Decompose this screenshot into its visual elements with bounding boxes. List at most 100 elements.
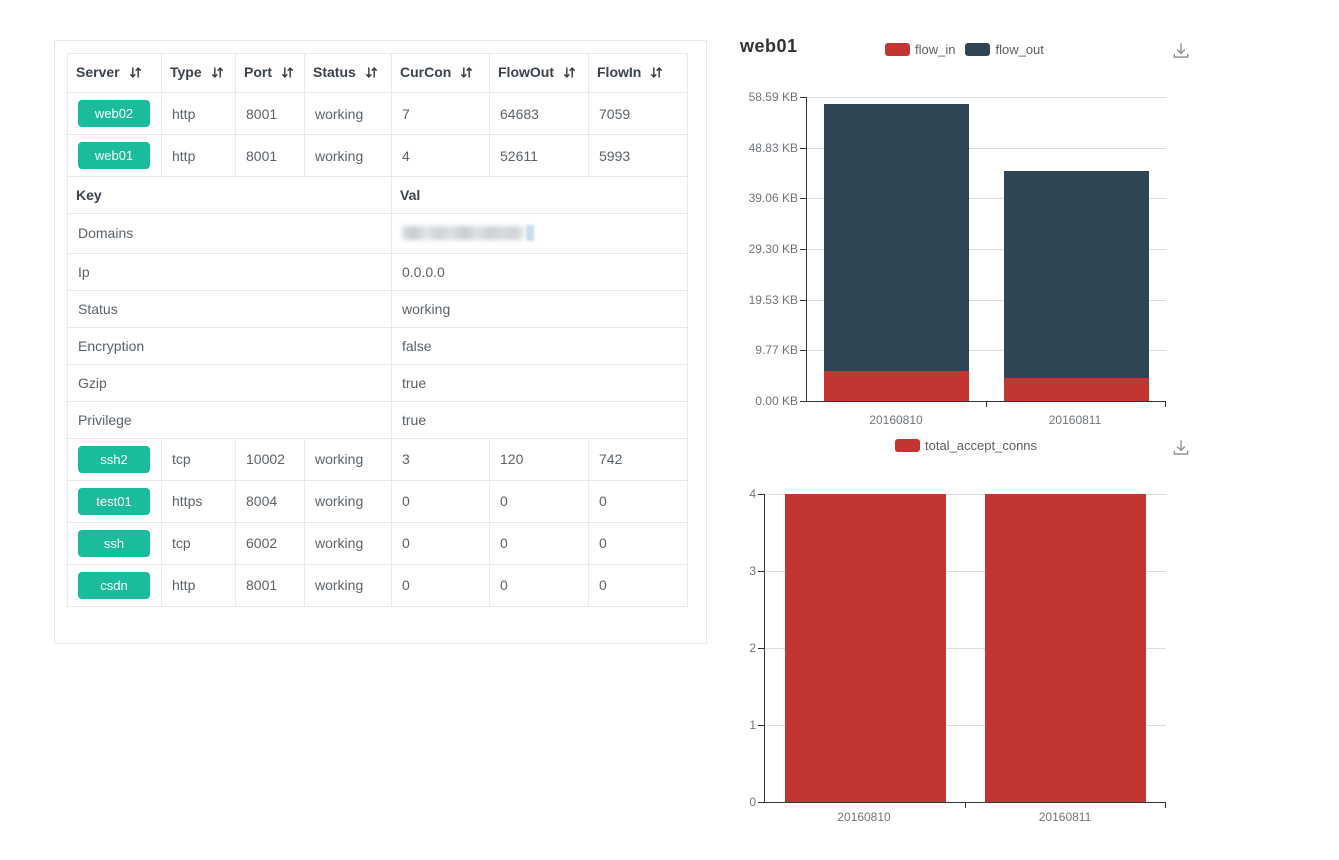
column-header-label: Type: [170, 64, 202, 80]
detail-key: Domains: [67, 213, 392, 254]
y-axis-tick: [758, 802, 764, 803]
server-cell: test01: [67, 479, 162, 523]
detail-val: [391, 213, 688, 254]
plot-area: [800, 97, 1166, 407]
chart-legend: total_accept_conns: [895, 438, 1037, 453]
column-header-server[interactable]: Server: [67, 53, 162, 93]
download-icon[interactable]: [1170, 40, 1192, 62]
legend-swatch: [895, 439, 920, 452]
detail-val-header: Val: [391, 176, 688, 214]
table-row: csdn http 8001 working 0 0 0: [67, 563, 688, 607]
column-header-label: Port: [244, 64, 272, 80]
x-axis-tick: [965, 803, 966, 808]
gridline: [765, 725, 1166, 726]
sort-icon: [129, 66, 142, 82]
status-cell: working: [304, 479, 392, 523]
column-header-label: Status: [313, 64, 356, 80]
y-axis-tick: [758, 725, 764, 726]
y-axis-tick: [800, 249, 806, 250]
legend-item-total_accept_conns[interactable]: total_accept_conns: [895, 438, 1037, 453]
detail-row: Privilege true: [67, 400, 688, 439]
blurred-text-tip: [526, 224, 534, 241]
type-cell: http: [161, 92, 236, 135]
flowin-cell: 0: [588, 521, 688, 565]
x-axis-tick: [1165, 803, 1166, 808]
flowin-cell: 0: [588, 563, 688, 607]
column-header-port[interactable]: Port: [235, 53, 305, 93]
detail-val: true: [391, 363, 688, 402]
server-cell: csdn: [67, 563, 162, 607]
server-cell: ssh2: [67, 437, 162, 481]
server-badge[interactable]: web01: [78, 142, 150, 169]
detail-key: Gzip: [67, 363, 392, 402]
detail-key: Encryption: [67, 326, 392, 365]
flowout-cell: 0: [489, 479, 589, 523]
bar-total_accept_conns: [785, 494, 946, 802]
y-axis-label: 0.00 KB: [755, 394, 798, 408]
legend-item-flow_out[interactable]: flow_out: [965, 42, 1044, 57]
server-badge[interactable]: web02: [78, 100, 150, 127]
plot-area: [758, 494, 1166, 808]
y-axis-label: 48.83 KB: [748, 141, 798, 155]
y-axis-label: 9.77 KB: [755, 343, 798, 357]
gridline: [765, 648, 1166, 649]
blurred-text: [402, 225, 524, 240]
legend-swatch: [885, 43, 910, 56]
y-axis-tick: [758, 494, 764, 495]
column-header-label: FlowIn: [597, 64, 642, 80]
column-header-flowout[interactable]: FlowOut: [489, 53, 589, 93]
server-table-card: Server Type Port Status CurCon FlowOut FlowIn …: [54, 40, 707, 644]
sort-icon: [281, 66, 294, 82]
table-header-row: Server Type Port Status CurCon FlowOut FlowIn: [67, 53, 688, 93]
table-row: ssh tcp 6002 working 0 0 0: [67, 521, 688, 565]
column-header-label: CurCon: [400, 64, 452, 80]
gridline: [807, 249, 1166, 250]
curcon-cell: 0: [391, 563, 490, 607]
chart-legend: flow_in flow_out: [885, 42, 1044, 57]
server-cell: ssh: [67, 521, 162, 565]
type-cell: http: [161, 563, 236, 607]
x-axis-label: 20160810: [837, 810, 891, 824]
y-axis-tick: [800, 401, 806, 402]
detail-row: Ip 0.0.0.0: [67, 252, 688, 291]
status-cell: working: [304, 92, 392, 135]
bar-flow_in: [1004, 378, 1149, 401]
sort-icon: [460, 66, 473, 82]
legend-swatch: [965, 43, 991, 56]
x-axis-label: 20160811: [1038, 810, 1092, 824]
flowout-cell: 0: [489, 563, 589, 607]
y-axis-label: 3: [749, 564, 756, 578]
y-axis-tick: [800, 350, 806, 351]
server-badge[interactable]: csdn: [78, 571, 150, 599]
detail-row: Encryption false: [67, 326, 688, 365]
server-cell: web01: [67, 134, 162, 177]
y-axis-tick: [800, 198, 806, 199]
flowout-cell: 0: [489, 521, 589, 565]
column-header-label: FlowOut: [498, 64, 554, 80]
gridline: [765, 494, 1166, 495]
column-header-flowin[interactable]: FlowIn: [588, 53, 688, 93]
detail-row: Domains: [67, 213, 688, 254]
y-axis-tick: [800, 148, 806, 149]
y-axis-tick: [758, 648, 764, 649]
y-axis-label: 19.53 KB: [748, 293, 798, 307]
bar-flow_in: [824, 371, 969, 401]
type-cell: tcp: [161, 521, 236, 565]
y-axis-tick: [800, 97, 806, 98]
status-cell: working: [304, 563, 392, 607]
column-header-label: Server: [76, 64, 120, 80]
server-badge[interactable]: ssh2: [78, 445, 150, 473]
y-axis-label: 2: [749, 641, 756, 655]
x-axis-tick: [1165, 402, 1166, 407]
port-cell: 8001: [235, 563, 305, 607]
y-axis-label: 58.59 KB: [748, 90, 798, 104]
y-axis-label: 39.06 KB: [748, 191, 798, 205]
server-badge[interactable]: ssh: [78, 529, 150, 557]
curcon-cell: 4: [391, 134, 490, 177]
download-icon[interactable]: [1170, 437, 1192, 459]
legend-item-flow_in[interactable]: flow_in: [885, 42, 955, 57]
column-header-type[interactable]: Type: [161, 53, 236, 93]
sort-icon: [650, 66, 663, 82]
server-badge[interactable]: test01: [78, 487, 150, 515]
